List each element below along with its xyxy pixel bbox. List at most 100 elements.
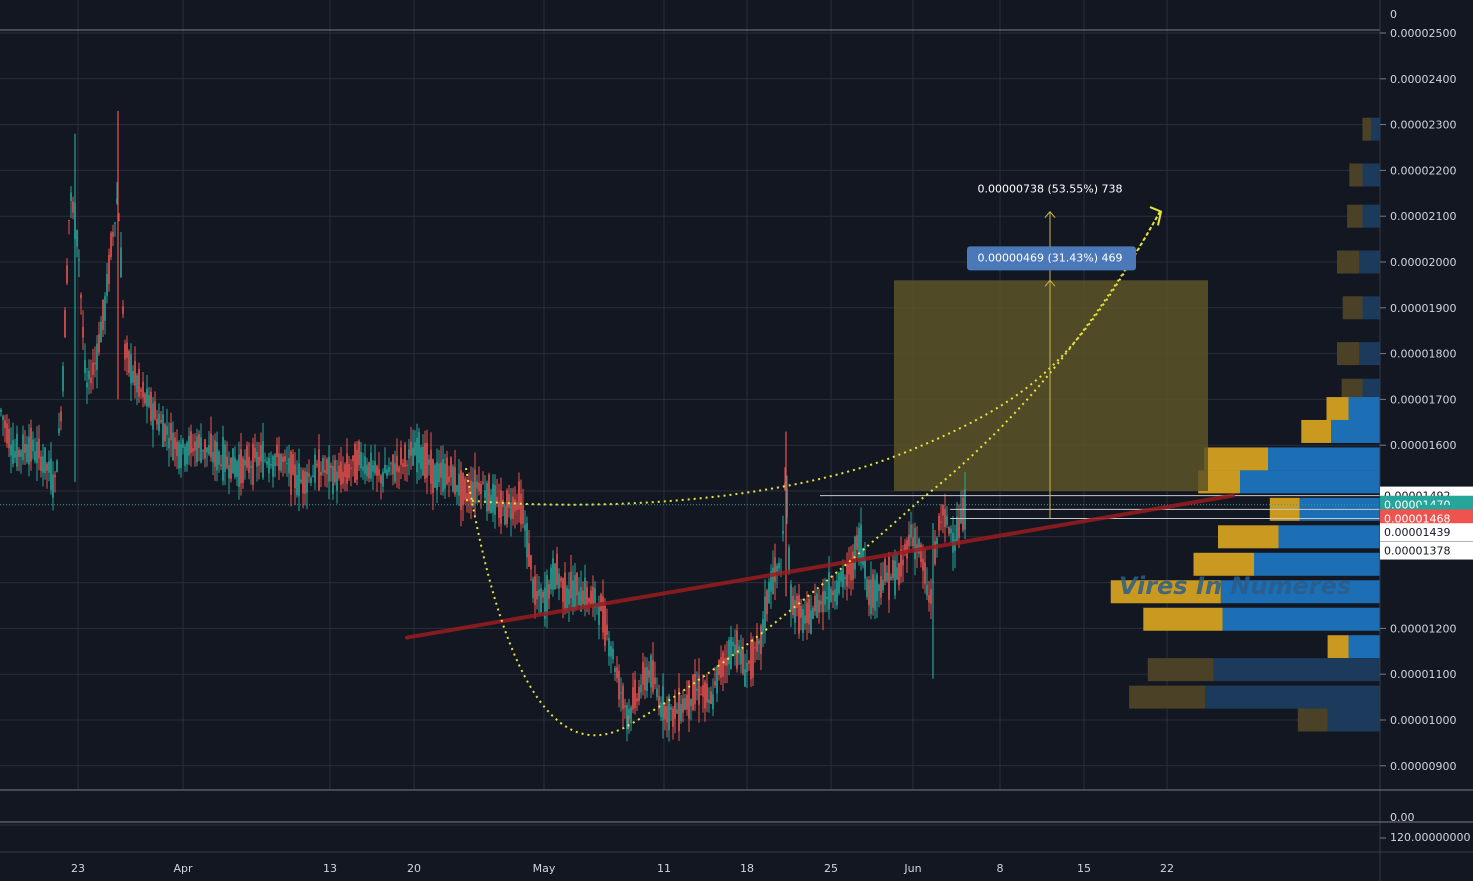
profile-bar-down	[1193, 552, 1254, 576]
candle-body	[594, 588, 596, 608]
candle-body	[140, 389, 142, 392]
y-tick-label: 0.00001100	[1390, 668, 1456, 681]
drawings-layer[interactable]: 0.00000738 (53.55%) 738 0.00000469 (31.43…	[0, 183, 1380, 737]
candle-body	[698, 675, 700, 705]
candle-body	[808, 598, 810, 625]
candle-body	[364, 456, 366, 475]
candle-body	[154, 401, 156, 420]
candle-body	[810, 610, 812, 634]
y-tick-label: 0.00001200	[1390, 622, 1456, 635]
candle-body	[424, 443, 426, 479]
y-tick-label: 0.00000900	[1390, 760, 1456, 773]
candle-body	[338, 465, 340, 479]
profile-bar-up	[1348, 397, 1380, 421]
x-axis[interactable]: 23 Apr 13 20 May 11 18 25 Jun 8 15 22	[71, 862, 1174, 875]
candle-body	[126, 342, 128, 358]
candle-body	[466, 493, 468, 500]
candle-body	[546, 575, 548, 615]
candle-body	[308, 473, 310, 477]
candle-body	[166, 426, 168, 435]
profile-bar-down	[1297, 708, 1328, 732]
candle-body	[636, 698, 638, 702]
candle-body	[316, 463, 318, 466]
candle-body	[722, 652, 724, 677]
candle-body	[664, 705, 666, 720]
candle-body	[710, 691, 712, 705]
candle-body	[882, 579, 884, 591]
candle-body	[382, 471, 384, 487]
candle-body	[158, 413, 160, 432]
candle-body	[618, 670, 620, 700]
candle-body	[500, 490, 502, 524]
trendline[interactable]	[405, 493, 1235, 640]
x-tick-label: 13	[323, 862, 337, 875]
candle-body	[814, 595, 816, 612]
candle-body	[936, 537, 938, 545]
x-tick-label: 8	[997, 862, 1004, 875]
measure-inner-label-bg	[967, 246, 1136, 271]
candle-body	[464, 478, 466, 500]
y-tick-label: 0.00001000	[1390, 714, 1456, 727]
candle-body	[622, 685, 624, 709]
candle-body	[94, 362, 96, 365]
candle-body	[336, 471, 338, 491]
candle-body	[232, 448, 234, 474]
candle-body	[478, 482, 480, 492]
candle-body	[410, 441, 412, 456]
candle-body	[906, 540, 908, 559]
candle-body	[838, 572, 840, 594]
candle-body	[726, 657, 728, 666]
candle-body	[134, 360, 136, 386]
candle-body	[486, 483, 488, 512]
candle-body	[944, 509, 946, 528]
candle-body	[422, 446, 424, 476]
candle-body	[174, 437, 176, 450]
candle-body	[430, 449, 432, 484]
profile-bar-up	[1254, 552, 1380, 576]
profile-bar-down	[1349, 163, 1363, 187]
candle-body	[550, 567, 552, 590]
candle-body	[544, 587, 546, 619]
candle-body	[888, 556, 890, 601]
candle-body	[950, 528, 952, 534]
candle-body	[642, 662, 644, 685]
measure-arrowhead-inner	[1044, 279, 1056, 287]
top-pane-label: 0	[1390, 8, 1397, 21]
target-zone-rect[interactable]	[894, 280, 1208, 491]
candle-body	[786, 488, 788, 518]
price-tag-bg	[1380, 541, 1473, 560]
y-tick-label: 0.00002200	[1390, 164, 1456, 177]
candle-body	[934, 541, 936, 565]
profile-bar-up	[1359, 250, 1380, 274]
y-axis[interactable]: 0.00002500 0.00002400 0.00002300 0.00002200…	[1380, 27, 1456, 773]
candle-body	[712, 694, 714, 710]
x-tick-label: 22	[1160, 862, 1174, 875]
candle-body	[312, 475, 314, 478]
candle-body	[16, 433, 18, 467]
candle-body	[98, 334, 100, 353]
candle-body	[228, 465, 230, 479]
candle-body	[454, 467, 456, 495]
candle-body	[620, 692, 622, 694]
handle-curve[interactable]	[465, 211, 1161, 506]
candle-body	[72, 201, 74, 213]
candle-body	[666, 706, 668, 723]
candle-body	[628, 709, 630, 720]
candle-body	[234, 457, 236, 478]
candle-body	[530, 555, 532, 570]
candle-body	[764, 596, 766, 629]
candle-body	[896, 567, 898, 580]
target-zone[interactable]	[894, 280, 1208, 491]
price-series	[0, 110, 966, 742]
candle-body	[144, 393, 146, 404]
y-tick-label: 0.00002100	[1390, 210, 1456, 223]
price-tag-label: 0.00001468	[1384, 512, 1450, 525]
candle-body	[450, 457, 452, 478]
candle-body	[350, 467, 352, 469]
candle-body	[818, 600, 820, 613]
candle-body	[556, 553, 558, 585]
candle-body	[638, 686, 640, 701]
candle-body	[880, 576, 882, 598]
candle-body	[244, 460, 246, 466]
